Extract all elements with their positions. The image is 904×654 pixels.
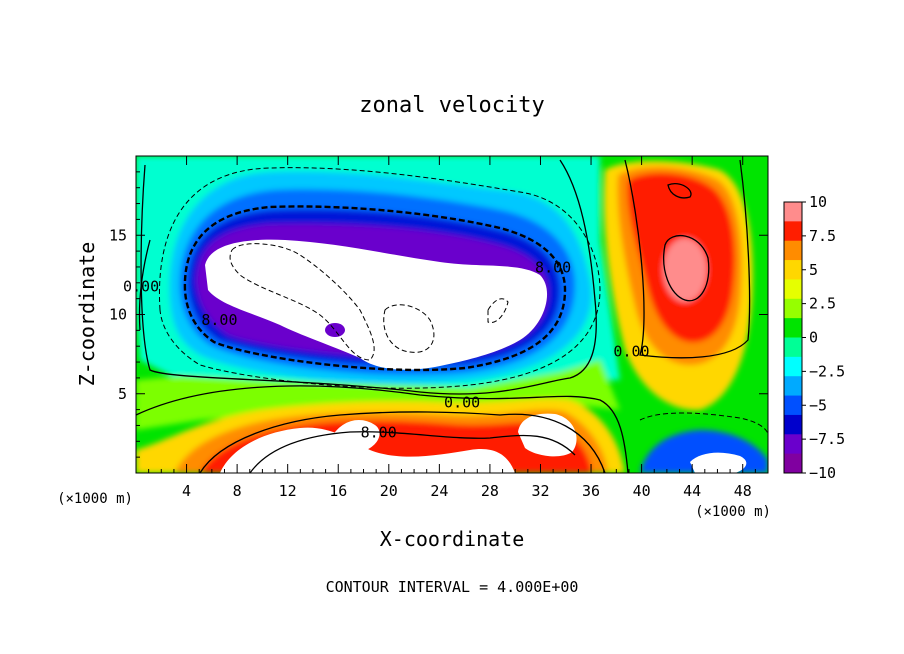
colorbar-tick-label: −7.5 [809,430,845,448]
contour-plus12-right [667,183,692,199]
colorbar-tick-label: −2.5 [809,362,845,380]
x-tick-label: 40 [633,482,651,500]
contour-label: 0.00 [123,278,159,296]
x-tick-label: 20 [380,482,398,500]
x-tick-label: 12 [279,482,297,500]
velocity-field [136,156,768,473]
contour-lines-dashed [158,167,768,436]
colorbar-swatch [784,240,802,261]
colorbar-tick-label: 0 [809,329,818,347]
colorbar-tick-labels: 10 7.5 5 2.5 0 −2.5 −5 −7.5 −10 [802,193,845,482]
colorbar-swatch [784,202,802,222]
x-tick-label: 8 [233,482,242,500]
colorbar-swatch [784,356,802,377]
contour-label: 0.00 [613,343,649,361]
positive-jet-core-saturated-2 [329,420,380,454]
colorbar-swatch [784,260,802,280]
x-tick-label: 4 [182,482,191,500]
negative-core-saturated [205,239,548,370]
colorbar-swatch [784,279,802,300]
y-tick-label: 10 [109,306,127,324]
colorbar-tick-label: 10 [809,193,827,211]
colorbar-tick-label: 7.5 [809,227,836,245]
x-tick-label: 16 [329,482,347,500]
contour-minus4-lower-right [639,412,768,436]
contour-zero-right [624,159,751,359]
contour-labels: 8.00 8.00 0.00 0.00 0.00 8.00 [123,259,650,442]
x-tick-label: 44 [683,482,701,500]
colorbar-swatch [784,414,802,435]
x-axis-ticks: 4 8 12 16 20 24 28 32 36 40 44 48 [148,156,756,500]
x-tick-label: 24 [430,482,448,500]
contour-plus8-jet [249,431,576,473]
colorbar-tick-label: −10 [809,464,836,482]
x-tick-label: 32 [531,482,549,500]
x-axis-label: X-coordinate [380,527,525,551]
y-tick-label: 15 [109,226,127,244]
contour-label: 8.00 [535,259,571,277]
contour-zero-outer [140,159,597,395]
easterly-pocket [325,323,345,337]
colorbar-tick-label: −5 [809,396,827,414]
chart-title: zonal velocity [359,93,544,118]
colorbar-tick-label: 2.5 [809,295,836,313]
positive-jet-core-saturated [220,427,515,473]
colorbar-swatch [784,434,802,455]
colorbar-swatch [784,337,802,358]
colorbar-swatch [784,376,802,397]
contour-label: 8.00 [201,311,237,329]
colorbar-swatch [784,395,802,416]
contour-label: 0.00 [444,393,480,411]
y-axis-label: Z-coordinate [75,242,99,387]
contour-label: 8.00 [361,423,397,441]
surface-easterly-core-saturated [690,452,747,473]
contour-interval-note: CONTOUR INTERVAL = 4.000E+00 [326,578,579,596]
contour-minus12-right [487,298,509,324]
contour-minus4 [158,167,601,389]
colorbar-swatch [784,318,802,338]
contour-minus12-mid [383,304,435,353]
colorbar [783,201,803,474]
y-axis-ticks: 5 10 15 [109,171,768,458]
colorbar-swatch [784,453,802,474]
contour-plus8-right [663,235,710,302]
y-tick-label: 5 [118,385,127,403]
x-tick-label: 28 [481,482,499,500]
x-tick-label: 48 [734,482,752,500]
x-tick-label: 36 [582,482,600,500]
colorbar-swatch [784,221,802,242]
contour-plus4-jet [199,411,606,473]
x-axis-unit-right: (×1000 m) [695,504,771,520]
contour-minus8 [183,205,567,372]
contour-zero-lower [136,385,629,473]
x-axis-unit-left: (×1000 m) [57,491,133,507]
region-westerly-pink [663,238,707,302]
contour-lines [136,159,751,473]
contour-zero-left [138,239,151,331]
colorbar-tick-label: 5 [809,261,818,279]
colorbar-swatch [784,298,802,319]
